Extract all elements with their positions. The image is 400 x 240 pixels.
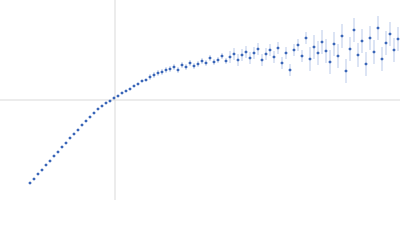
data-point [76,128,80,132]
data-point [360,39,364,43]
data-point [112,96,116,100]
data-point [152,73,156,77]
data-point [312,45,316,49]
data-point [108,99,112,103]
data-point [264,52,268,56]
data-point [280,61,284,65]
data-point [84,119,88,123]
data-point [292,48,296,52]
data-point [324,49,328,53]
data-point [208,56,212,60]
data-point [164,68,168,72]
data-point [200,59,204,63]
data-point [60,145,64,149]
data-point [192,64,196,68]
data-point [232,52,236,56]
data-point [176,68,180,72]
data-point [188,61,192,65]
data-point [32,177,36,181]
data-point [352,28,356,32]
data-point [296,43,300,47]
data-point [96,107,100,111]
data-point [240,53,244,57]
data-point [260,58,264,62]
data-point [72,132,76,136]
data-point [204,61,208,65]
data-point [48,159,52,163]
data-point [136,82,140,86]
data-point [284,51,288,55]
data-point [104,101,108,105]
data-point [392,48,396,52]
data-point [100,104,104,108]
data-point [304,36,308,40]
data-point [36,172,40,176]
data-point [28,181,32,185]
data-point [316,51,320,55]
data-point [372,50,376,54]
data-point [244,50,248,54]
data-point [144,78,148,82]
data-point [344,69,348,73]
data-point [308,57,312,61]
data-point [328,60,332,64]
data-point [80,123,84,127]
data-point [348,47,352,51]
data-point [196,62,200,66]
data-point [156,71,160,75]
data-point [212,60,216,64]
data-point [268,48,272,52]
data-point [52,154,56,158]
data-point [288,68,292,72]
data-point [140,79,144,83]
data-point [220,54,224,58]
data-point [64,141,68,145]
chart [0,0,400,200]
data-point [248,56,252,60]
data-point [120,91,124,95]
data-point [380,57,384,61]
data-point [160,70,164,74]
data-point [172,65,176,69]
data-point [216,58,220,62]
data-point [56,150,60,154]
data-point [376,26,380,30]
data-point [116,94,120,98]
data-point [272,55,276,59]
data-point [388,32,392,36]
data-point [332,42,336,46]
data-point [180,63,184,67]
data-point [396,37,400,41]
data-point [364,62,368,66]
data-point [320,40,324,44]
data-point [276,46,280,50]
data-point [44,163,48,167]
data-point [340,34,344,38]
data-point [168,67,172,71]
data-point [236,58,240,62]
data-point [68,136,72,140]
data-point [384,41,388,45]
data-point [88,115,92,119]
data-point [256,47,260,51]
data-point [128,87,132,91]
data-point [336,54,340,58]
data-point [124,89,128,93]
data-point [184,65,188,69]
data-point [300,54,304,58]
data-point [224,59,228,63]
data-point [40,168,44,172]
data-point [228,55,232,59]
data-point [148,75,152,79]
data-point [132,84,136,88]
data-point [252,51,256,55]
data-point [92,111,96,115]
data-point [368,36,372,40]
data-point [356,53,360,57]
